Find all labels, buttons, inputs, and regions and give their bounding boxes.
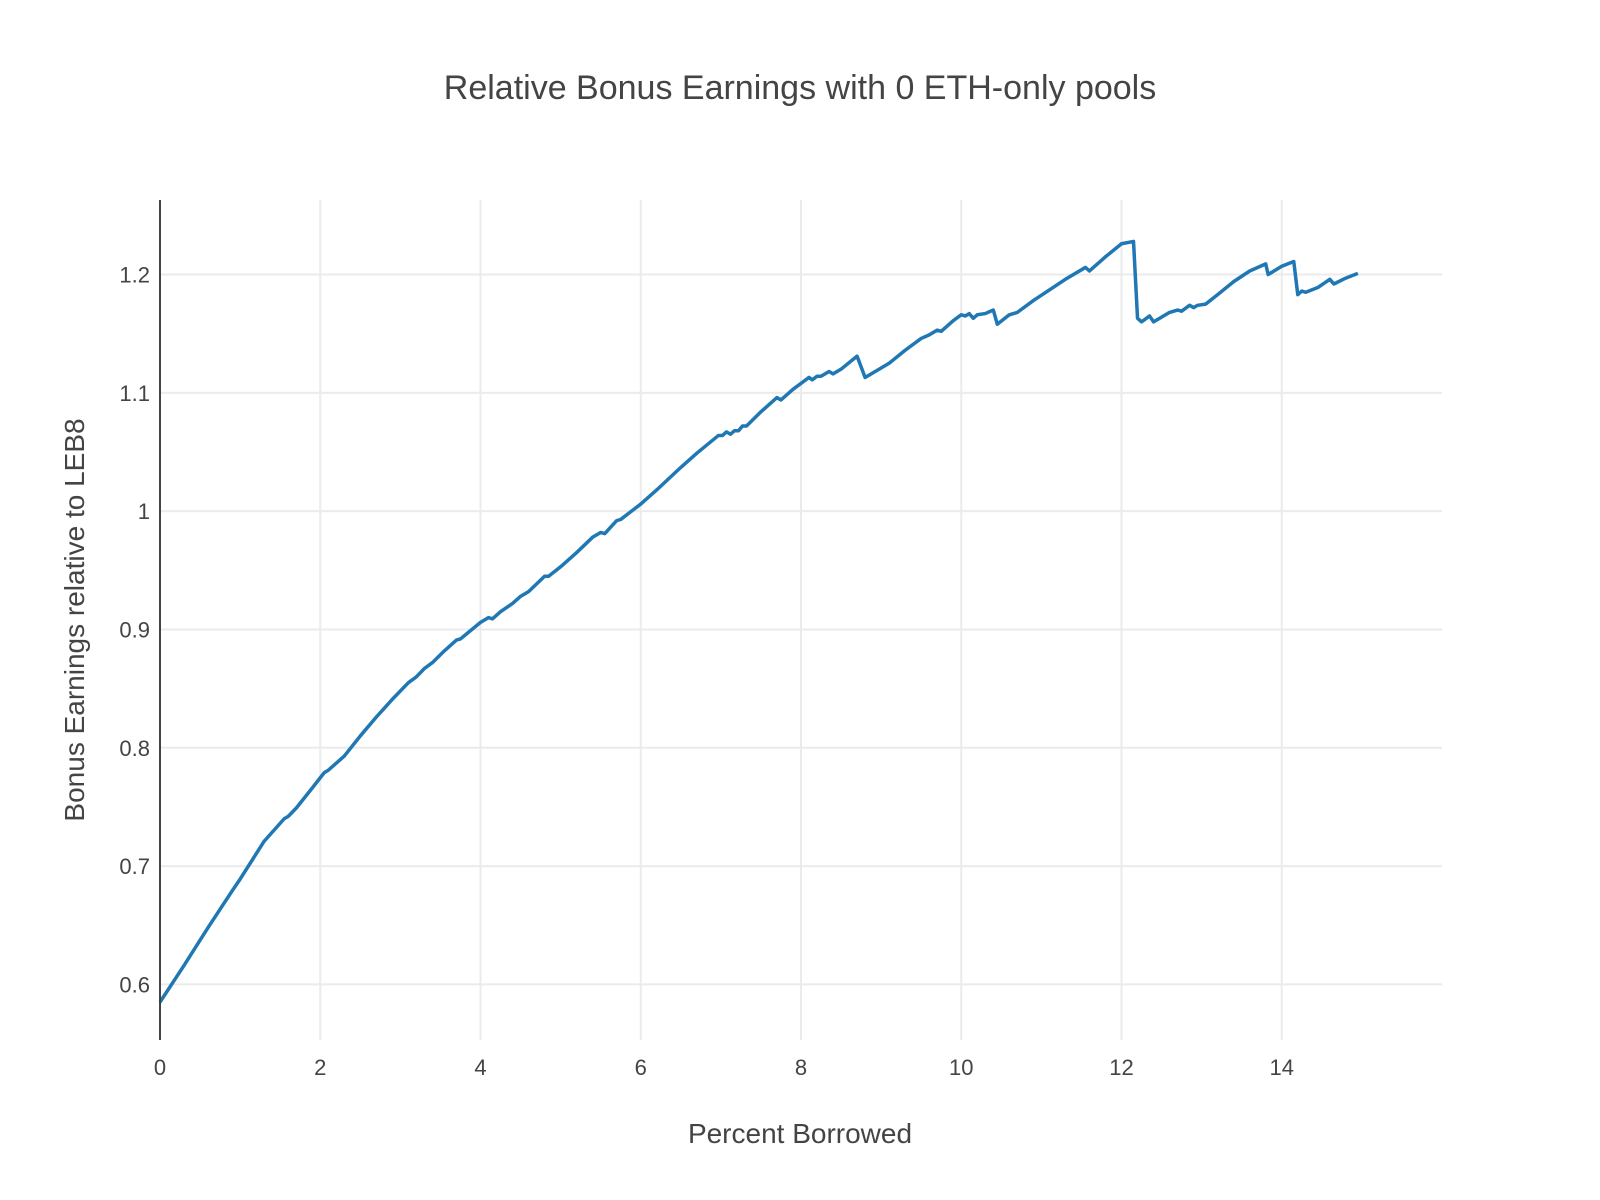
y-tick-label: 1.1: [119, 381, 150, 406]
x-axis-title: Percent Borrowed: [688, 1118, 912, 1149]
x-tick-label: 2: [314, 1055, 326, 1080]
x-tick-label: 4: [474, 1055, 486, 1080]
x-tick-label: 0: [154, 1055, 166, 1080]
y-tick-label: 0.9: [119, 617, 150, 642]
y-tick-label: 0.7: [119, 854, 150, 879]
y-tick-label: 1.2: [119, 263, 150, 288]
grid-lines: [160, 200, 1442, 1040]
x-tick-label: 6: [635, 1055, 647, 1080]
x-tick-label: 12: [1109, 1055, 1133, 1080]
x-tick-label: 14: [1270, 1055, 1294, 1080]
y-axis-title: Bonus Earnings relative to LEB8: [59, 418, 90, 821]
x-tick-label: 8: [795, 1055, 807, 1080]
y-tick-label: 0.6: [119, 972, 150, 997]
tick-labels: 0 2 4 6 8 10 12 14 0.6 0.7 0.8 0.9 1 1.1 1.2: [119, 263, 1294, 1080]
x-tick-label: 10: [949, 1055, 973, 1080]
chart-title: Relative Bonus Earnings with 0 ETH-only …: [444, 69, 1156, 107]
series-layer: [158, 239, 1359, 1004]
series-line: [158, 239, 1359, 1004]
y-tick-label: 0.8: [119, 736, 150, 761]
y-tick-label: 1: [138, 499, 150, 524]
